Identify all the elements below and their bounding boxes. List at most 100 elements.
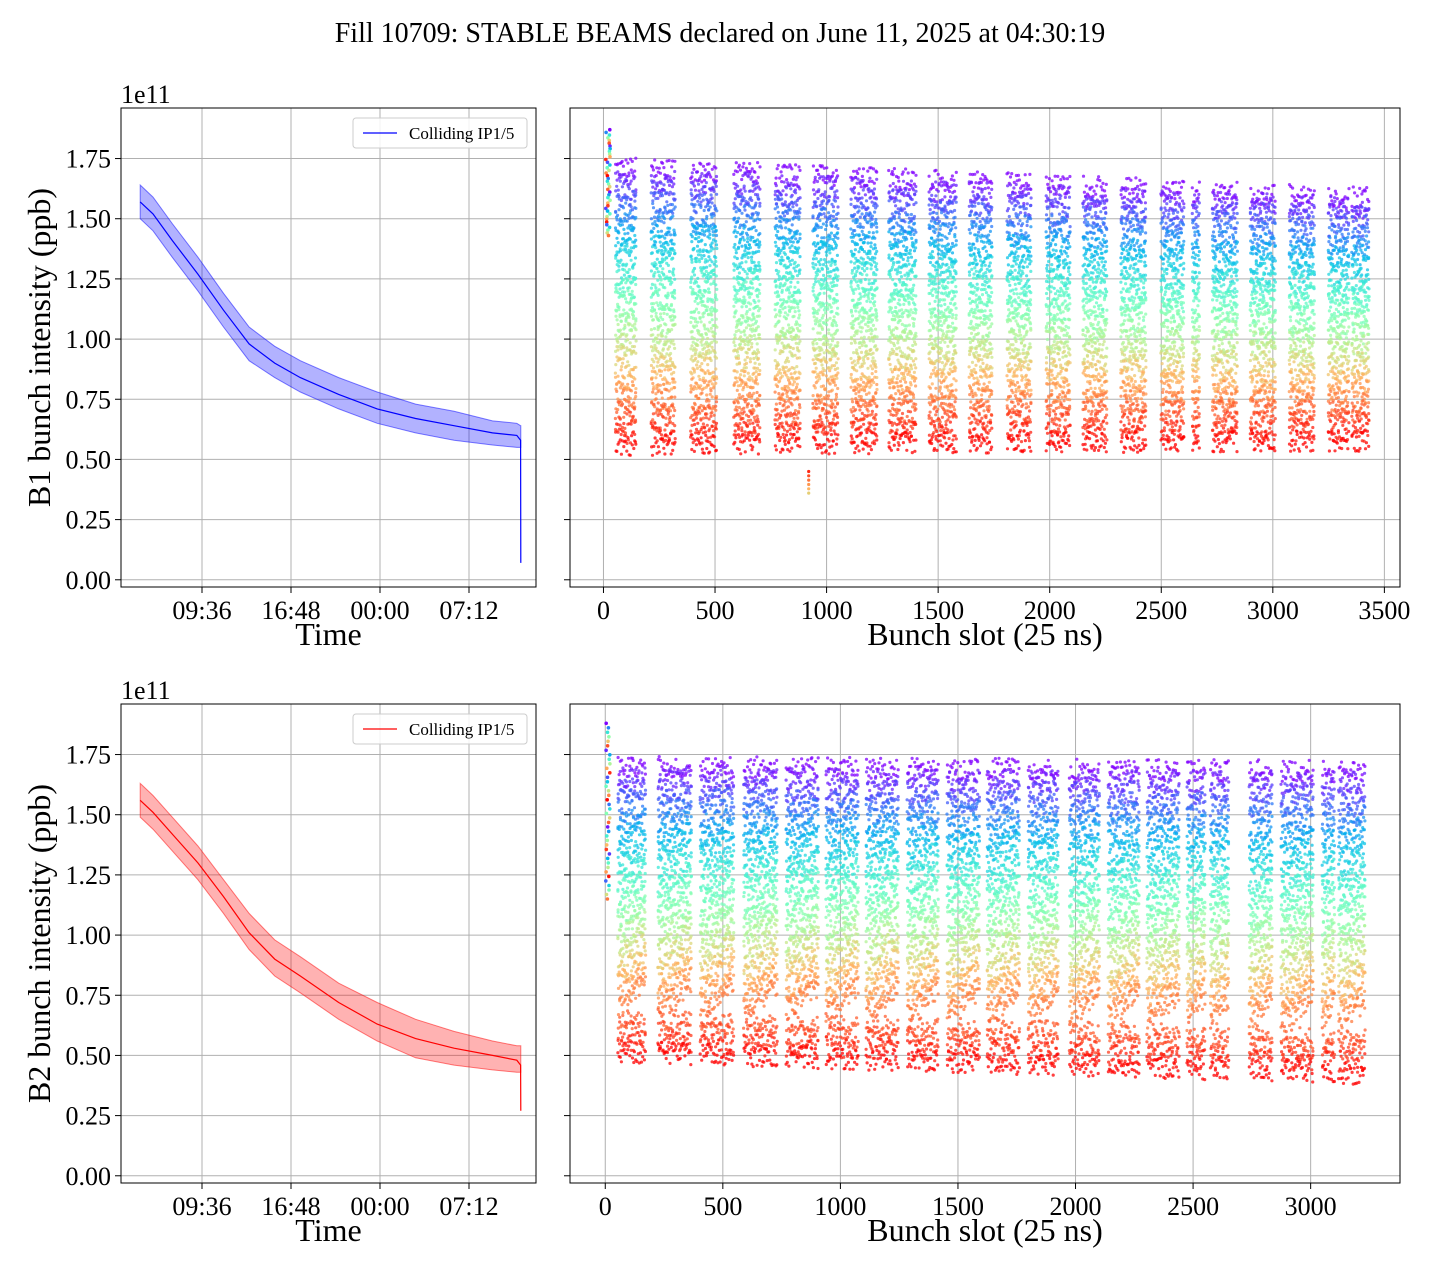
bunch-point — [817, 418, 821, 422]
bunch-point — [887, 168, 891, 173]
bunch-point — [783, 331, 787, 335]
bunch-point — [694, 416, 698, 420]
bunch-point — [914, 357, 918, 361]
bunch-point — [745, 384, 750, 389]
bunch-point — [751, 235, 755, 240]
bunch-point — [833, 451, 837, 455]
bunch-point — [709, 249, 713, 253]
bunch-point — [812, 370, 816, 374]
bunch-point — [706, 297, 710, 301]
bunch-point — [749, 292, 754, 296]
bunch-point — [869, 285, 874, 289]
bunch-point — [753, 204, 757, 208]
bunch-point — [835, 212, 839, 217]
bunch-point — [707, 208, 711, 212]
bunch-point — [662, 183, 666, 187]
bunch-point — [630, 289, 634, 293]
bunch-point — [623, 193, 627, 197]
bunch-point — [630, 293, 634, 297]
bunch-point — [658, 264, 663, 268]
bunch-point — [758, 269, 762, 273]
bunch-point — [774, 377, 779, 381]
bunch-point — [904, 287, 908, 291]
bunch-point — [652, 239, 657, 243]
bunch-point — [812, 228, 816, 232]
bunch-point — [870, 367, 875, 371]
bunch-point — [812, 241, 817, 245]
bunch-point — [908, 440, 912, 444]
bunch-point — [664, 248, 668, 252]
bunch-train — [811, 164, 840, 456]
bunch-point — [621, 361, 625, 365]
bunch-point — [704, 258, 708, 262]
bunch-point — [734, 405, 739, 409]
bunch-point — [779, 261, 783, 266]
bunch-point — [787, 441, 791, 445]
bunch-point — [650, 245, 655, 249]
bunch-point — [657, 357, 661, 361]
bunch-point — [692, 368, 696, 372]
bunch-point — [714, 408, 718, 412]
bunch-point — [875, 225, 879, 229]
bunch-point — [906, 256, 910, 260]
bunch-point — [626, 231, 630, 235]
bunch-point — [701, 315, 705, 319]
bunch-point — [868, 444, 872, 448]
bunch-point — [706, 203, 710, 208]
bunch-point — [830, 323, 834, 327]
bunch-point — [773, 390, 777, 394]
bunch-point — [790, 258, 794, 262]
bunch-point — [711, 230, 715, 234]
bunch-point — [756, 277, 761, 281]
bunch-point — [700, 338, 704, 342]
bunch-point — [707, 287, 711, 291]
bunch-point — [616, 408, 620, 412]
bunch-point — [739, 373, 743, 377]
bunch-point — [752, 356, 756, 361]
bunch-point — [702, 346, 707, 350]
bunch-point — [709, 275, 713, 279]
bunch-point — [715, 308, 719, 313]
bunch-point — [711, 185, 715, 189]
bunch-point — [744, 199, 748, 203]
y-axis-label: B1 bunch intensity (ppb) — [21, 188, 57, 507]
bunch-point — [780, 236, 784, 240]
bunch-point — [622, 375, 626, 380]
bunch-point — [749, 189, 753, 193]
bunch-point — [649, 237, 654, 241]
bunch-point — [906, 213, 910, 217]
bunch-point — [874, 365, 878, 369]
bunch-point — [898, 280, 902, 284]
bunch-point — [710, 410, 714, 415]
bunch-point — [784, 193, 788, 197]
bunch-point — [632, 295, 637, 299]
bunch-point — [870, 329, 874, 333]
bunch-point — [829, 428, 833, 432]
bunch-point — [775, 313, 779, 317]
bunch-point — [746, 419, 750, 423]
bunch-point — [751, 385, 755, 390]
bunch-point — [774, 202, 779, 206]
bunch-point — [758, 393, 762, 397]
bunch-point — [900, 391, 905, 395]
bunch-point — [786, 255, 790, 259]
bunch-point — [665, 175, 669, 179]
bunch-point — [634, 238, 638, 242]
bunch-point — [912, 363, 917, 367]
bunch-point — [816, 168, 820, 172]
bunch-point — [905, 357, 909, 361]
bunch-point — [935, 211, 939, 215]
bunch-point — [815, 179, 820, 184]
bunch-point — [663, 340, 667, 344]
bunch-point — [668, 251, 673, 255]
bunch-point — [708, 357, 712, 361]
bunch-point — [629, 179, 633, 183]
bunch-point — [700, 187, 704, 191]
bunch-point — [780, 255, 784, 259]
bunch-point — [651, 318, 656, 322]
bunch-point — [756, 417, 760, 421]
bunch-point — [701, 265, 706, 270]
bunch-point — [782, 408, 787, 412]
bunch-point — [901, 191, 906, 195]
